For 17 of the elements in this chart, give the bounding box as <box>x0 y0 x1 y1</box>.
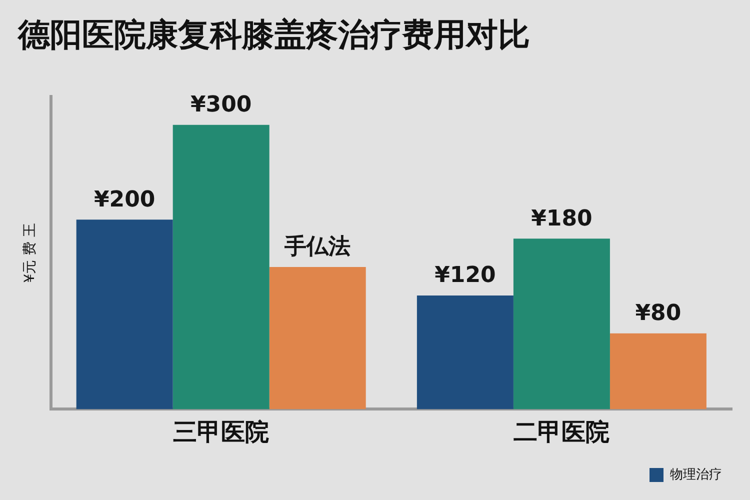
x-tick-label: 三甲医院 <box>173 418 270 446</box>
bar <box>269 267 366 410</box>
data-label: 手仏法 <box>284 234 351 260</box>
legend-label: 物理治疗 <box>670 467 722 482</box>
data-label: ¥200 <box>94 187 156 212</box>
bar <box>513 238 610 410</box>
data-label: ¥180 <box>531 206 592 232</box>
bar <box>172 124 270 410</box>
bar <box>610 333 706 410</box>
bar <box>76 220 173 410</box>
data-label: ¥120 <box>434 263 496 288</box>
bar <box>416 295 514 410</box>
data-label: ¥300 <box>190 92 252 118</box>
y-axis-title: ¥元 费 王 <box>22 222 38 283</box>
chart-title: 德阳医院康复科膝盖疼治疗费用对比 <box>17 16 530 54</box>
x-tick-label: 二甲医院 <box>514 418 610 446</box>
data-label: ¥80 <box>635 301 682 326</box>
